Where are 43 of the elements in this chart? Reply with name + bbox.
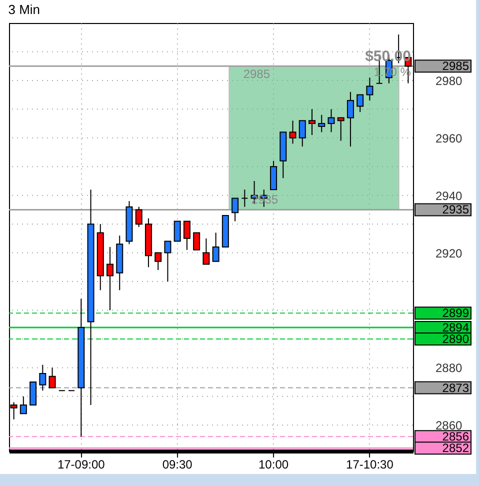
candlestick [241,189,248,208]
chart-title: 3 Min [8,2,40,17]
y-tick-label: 2920 [436,246,463,260]
candlestick [135,206,142,228]
candlestick [318,114,326,133]
candlestick [270,160,278,190]
candlestick [212,232,220,262]
candlestick [289,120,296,144]
ref-line-label: 2894 [442,320,470,334]
candlestick [48,367,56,388]
candlestick [183,220,190,250]
x-tick-label: 17-10:30 [346,458,394,472]
candlestick [232,198,239,222]
candlestick [337,117,344,142]
candlestick [154,252,162,271]
candlestick [308,108,316,136]
ref-line-label: 2890 [442,332,470,346]
ref-line-label: 2935 [442,202,470,217]
candlestick [174,220,181,242]
x-tick-label: 17-09:00 [57,458,106,472]
candlestick [328,108,335,133]
candlestick [366,77,374,102]
candlestick [356,94,364,113]
candlestick [39,364,46,392]
x-tick-label: 10:00 [258,458,289,472]
candlestick [298,120,306,148]
y-tick-label: 2960 [436,131,463,146]
y-tick-label: 2880 [436,361,463,376]
ref-line-label: 2899 [442,306,470,320]
candlestick [30,382,37,406]
y-tick-label: 2980 [436,74,463,88]
candlestick [193,232,200,250]
x-tick-label: 09:30 [162,458,193,472]
candlestick [164,240,172,282]
annotation: 2985 [243,67,270,82]
candlestick [20,396,27,414]
ref-line-label: 2852 [442,441,470,456]
ref-line-label: 2873 [442,380,470,395]
y-tick-label: 2940 [436,188,463,203]
candlestick [106,246,114,311]
ref-line-label: 2985 [442,59,470,74]
candlestick [202,238,210,265]
candlestick [346,91,354,148]
